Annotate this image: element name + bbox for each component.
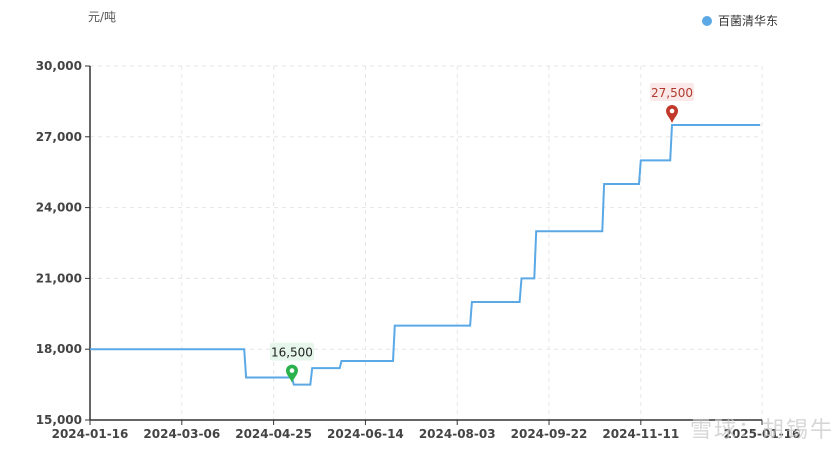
y-tick-label: 24,000 [36, 201, 82, 215]
min-label: 16,500 [271, 346, 313, 360]
min-label-bg [269, 342, 314, 361]
x-tick-label: 2024-08-03 [419, 427, 496, 441]
x-tick-label: 2024-04-25 [235, 427, 312, 441]
max-marker-dot [669, 108, 675, 114]
x-tick-label: 2024-09-22 [511, 427, 588, 441]
x-tick-label: 2024-06-14 [327, 427, 404, 441]
watermark: 雪球：胡锡牛 [690, 418, 835, 443]
max-label-bg [650, 83, 695, 101]
x-tick-label: 2025-01-16 [724, 427, 801, 441]
y-tick-label: 15,000 [36, 413, 82, 427]
min-marker-pin [285, 364, 298, 383]
x-tick-label: 2024-11-11 [602, 427, 679, 441]
y-tick-label: 27,000 [36, 130, 82, 144]
max-label: 27,500 [651, 86, 693, 100]
legend-dot-icon [702, 15, 712, 26]
legend[interactable]: 百菌清华东 [702, 12, 778, 29]
x-tick-label: 2024-01-16 [52, 427, 129, 441]
y-tick-label: 30,000 [36, 59, 82, 73]
legend-label: 百菌清华东 [718, 14, 779, 28]
y-unit-label: 元/吨 [88, 10, 117, 24]
x-tick-label: 2024-03-06 [143, 427, 220, 441]
series-line [90, 124, 761, 386]
min-marker-dot [289, 368, 295, 373]
y-tick-label: 18,000 [36, 342, 82, 356]
y-tick-label: 21,000 [36, 271, 82, 285]
max-marker-pin [666, 105, 679, 123]
